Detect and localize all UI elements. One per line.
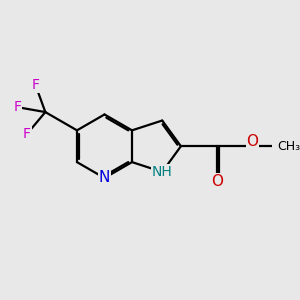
Text: F: F — [32, 78, 40, 92]
Text: NH: NH — [152, 165, 172, 179]
Text: F: F — [13, 100, 21, 114]
Text: F: F — [23, 127, 31, 141]
Text: N: N — [99, 170, 110, 185]
Text: CH₃: CH₃ — [277, 140, 300, 153]
Text: O: O — [212, 174, 224, 189]
Text: O: O — [246, 134, 258, 149]
